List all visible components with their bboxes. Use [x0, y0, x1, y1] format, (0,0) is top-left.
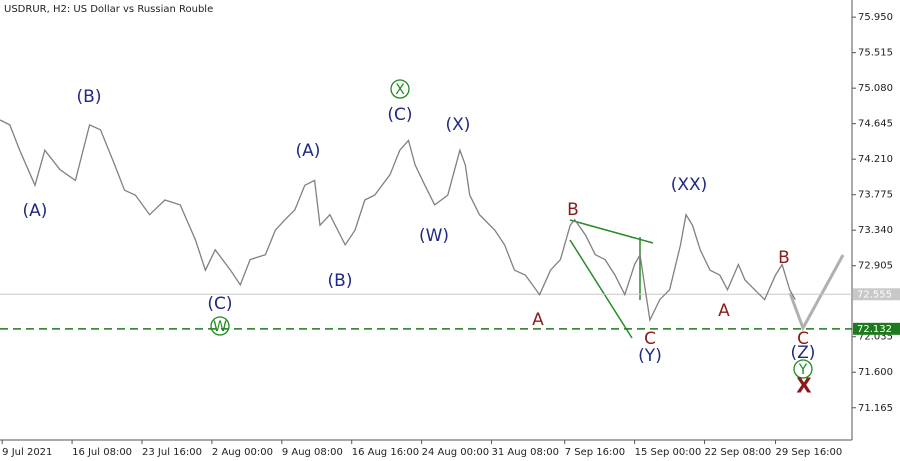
- wave-label: (A): [23, 201, 48, 221]
- wave-label: W: [213, 319, 227, 335]
- wave-label: C: [644, 329, 656, 349]
- wave-circle: [793, 359, 813, 379]
- wave-label: X: [395, 82, 405, 98]
- x-tick-label: 15 Sep 00:00: [635, 447, 702, 458]
- y-tick-label: 73.775: [858, 190, 893, 201]
- y-tick-label: 75.080: [858, 83, 893, 94]
- y-tick-label: 71.165: [858, 403, 893, 414]
- wave-label: Y: [798, 362, 808, 378]
- wave-label: C: [797, 329, 809, 349]
- level-label: 72.555: [857, 289, 892, 300]
- x-tick-label: 22 Sep 08:00: [705, 447, 772, 458]
- projection-path: [788, 254, 845, 332]
- x-tick-label: 9 Jul 2021: [2, 447, 52, 458]
- wave-label: (W): [419, 226, 449, 246]
- trend-line: [569, 239, 633, 339]
- y-tick-label: 71.600: [858, 367, 893, 378]
- y-tick-label: 72.035: [858, 332, 893, 343]
- wave-label: (B): [77, 87, 102, 107]
- wave-label: X: [796, 374, 812, 398]
- wave-label: B: [567, 200, 579, 220]
- level-label-box: [853, 288, 900, 301]
- y-tick-label: 73.340: [858, 225, 893, 236]
- y-tick-label: 75.950: [858, 12, 893, 23]
- wave-circle: [210, 316, 230, 336]
- chart-title: USDRUR, H2: US Dollar vs Russian Rouble: [4, 4, 213, 15]
- y-tick-label: 74.210: [858, 154, 893, 165]
- y-tick-label: 72.905: [858, 261, 893, 272]
- wave-label: A: [532, 310, 544, 330]
- wave-label: (A): [296, 141, 321, 161]
- x-tick-label: 29 Sep 16:00: [776, 447, 843, 458]
- wave-label: (C): [207, 294, 232, 314]
- x-tick-label: 31 Aug 08:00: [492, 447, 559, 458]
- x-tick-label: 9 Aug 08:00: [282, 447, 343, 458]
- level-label-box: [853, 322, 900, 335]
- y-tick-label: 75.515: [858, 48, 893, 59]
- wave-label: (Y): [638, 346, 662, 366]
- x-tick-label: 7 Sep 16:00: [565, 447, 625, 458]
- wave-label: (B): [328, 271, 353, 291]
- wave-label: (XX): [671, 175, 708, 195]
- price-line: [0, 119, 796, 323]
- wave-label: (C): [387, 105, 412, 125]
- wave-label: B: [778, 248, 790, 268]
- y-tick-label: 74.645: [858, 119, 893, 130]
- wave-label: A: [718, 301, 730, 321]
- x-tick-label: 16 Jul 08:00: [72, 447, 132, 458]
- wave-label: (X): [446, 115, 471, 135]
- wave-label: (Z): [791, 343, 816, 363]
- x-tick-label: 24 Aug 00:00: [422, 447, 489, 458]
- wave-circle: [390, 79, 410, 99]
- level-label: 72.132: [857, 324, 892, 335]
- x-tick-label: 2 Aug 00:00: [212, 447, 273, 458]
- trend-line: [569, 219, 654, 244]
- x-tick-label: 23 Jul 16:00: [142, 447, 202, 458]
- x-tick-label: 16 Aug 16:00: [352, 447, 419, 458]
